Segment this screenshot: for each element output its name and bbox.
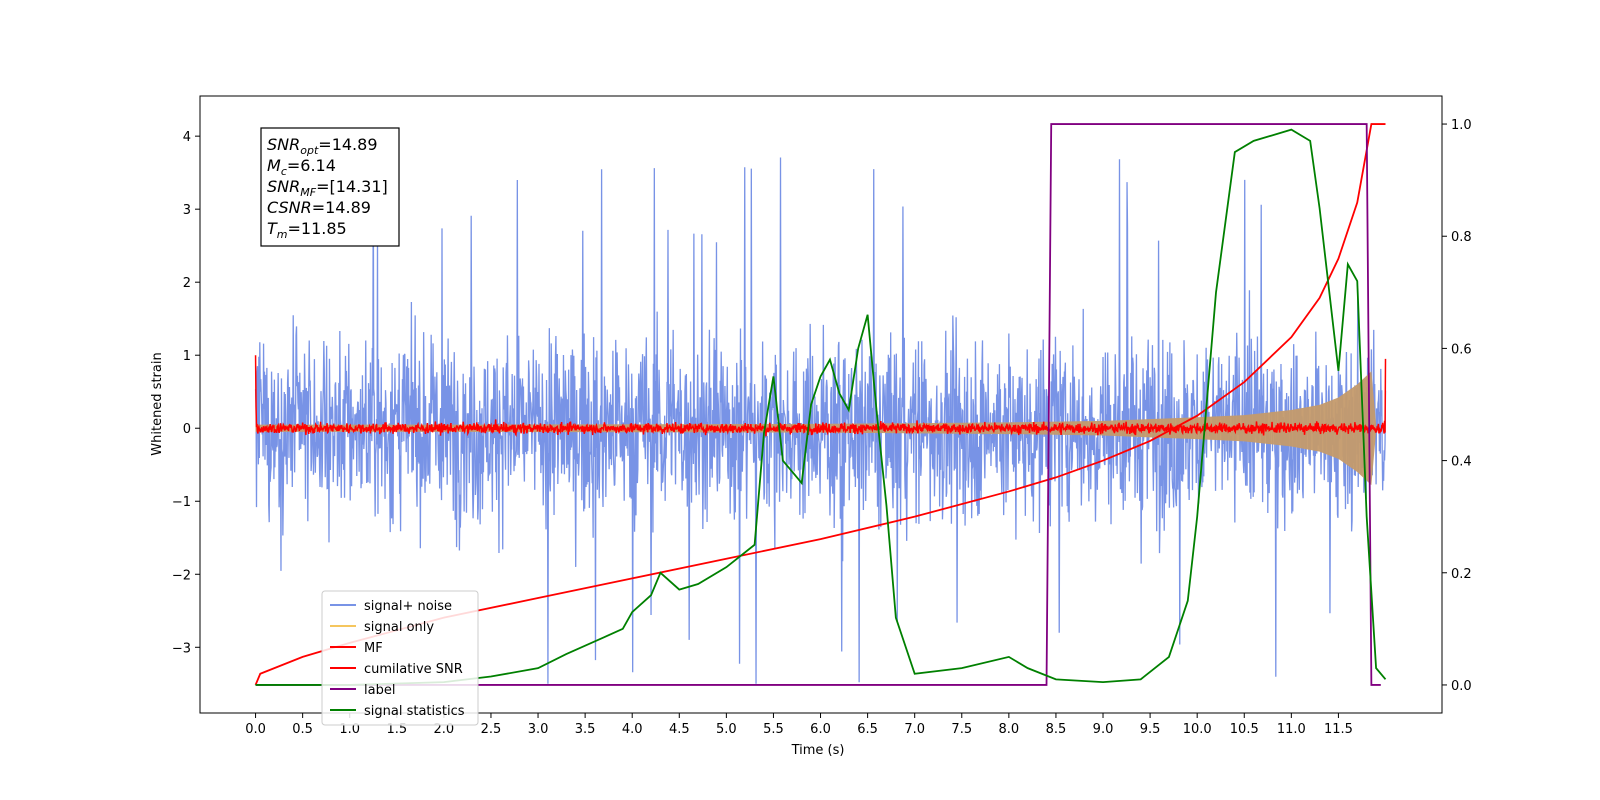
x-tick-label: 7.0	[904, 722, 925, 737]
legend-label: signal+ noise	[364, 599, 452, 614]
y-left-tick-label: 2	[183, 276, 191, 291]
series-mf-line	[254, 355, 1387, 438]
y-left-tick-label: −3	[172, 641, 191, 656]
x-tick-label: 5.0	[716, 722, 737, 737]
info-line-symbol: M	[267, 156, 281, 175]
info-box: SNRopt=14.89Mc=6.14SNRMF=[14.31]CSNR=14.…	[260, 127, 400, 247]
legend: signal+ noise signal only MF cumilative SNR…	[321, 590, 479, 726]
x-tick-label: 0.0	[245, 722, 266, 737]
x-tick-label: 4.5	[669, 722, 690, 737]
y-right-tick-label: 0.4	[1451, 455, 1472, 470]
x-tick-label: 5.5	[763, 722, 784, 737]
info-line-symbol: SNR	[267, 135, 300, 154]
x-tick-label: 9.5	[1140, 722, 1161, 737]
x-tick-label: 8.0	[999, 722, 1020, 737]
x-tick-label: 6.0	[810, 722, 831, 737]
y-left-tick-label: 0	[183, 422, 191, 437]
legend-label: signal statistics	[364, 704, 465, 719]
x-tick-label: 11.0	[1277, 722, 1306, 737]
info-line: SNRMF=[14.31]	[267, 177, 388, 199]
info-line-value: =14.89	[318, 135, 377, 154]
legend-label: label	[364, 683, 395, 698]
info-box-frame	[260, 127, 400, 247]
y-left-tick-label: 1	[183, 349, 191, 364]
info-line-symbol: T	[267, 219, 278, 238]
info-line-subscript: opt	[300, 144, 319, 157]
y-right-tick-label: 0.6	[1451, 342, 1472, 357]
x-tick-label: 3.0	[528, 722, 549, 737]
y-right-tick-label: 0.0	[1451, 679, 1472, 694]
y-left-tick-label: 4	[183, 130, 191, 145]
legend-frame	[321, 590, 479, 726]
legend-label: MF	[364, 641, 383, 656]
info-line-symbol: CSNR	[267, 198, 312, 217]
info-line: Mc=6.14	[267, 156, 336, 178]
y-right-tick-label: 0.8	[1451, 230, 1472, 245]
legend-label: signal only	[364, 620, 434, 635]
y-right-tick-label: 0.2	[1451, 567, 1472, 582]
x-tick-label: 1.5	[386, 722, 407, 737]
x-tick-label: 2.5	[481, 722, 502, 737]
x-axis: 0.0 0.5 1.0 1.5 2.0 2.5 3.0 3.5 4.0 4.5 5.0 5.5 6.0 6…	[245, 713, 1353, 737]
info-line-subscript: c	[281, 165, 287, 178]
info-line-value: =6.14	[287, 156, 336, 175]
info-line-value: =14.89	[312, 198, 371, 217]
x-tick-label: 1.0	[339, 722, 360, 737]
x-axis-title: Time (s)	[791, 743, 845, 758]
x-tick-label: 0.5	[292, 722, 313, 737]
info-line: SNRopt=14.89	[267, 135, 378, 157]
y-left-tick-label: 3	[183, 203, 191, 218]
x-tick-label: 11.5	[1324, 722, 1353, 737]
series-label-line	[255, 123, 1381, 686]
info-line: Tm=11.85	[267, 219, 347, 241]
info-line-value: =[14.31]	[316, 177, 388, 196]
x-tick-label: 2.0	[434, 722, 455, 737]
x-tick-label: 6.5	[857, 722, 878, 737]
x-tick-label: 4.0	[622, 722, 643, 737]
y-axis-title: Whitened strain	[150, 352, 165, 455]
series-signal-statistics-line	[255, 128, 1387, 686]
x-tick-label: 3.5	[575, 722, 596, 737]
y-left-tick-label: −1	[172, 495, 191, 510]
x-tick-label: 10.5	[1230, 722, 1259, 737]
y-left-tick-label: −2	[172, 568, 191, 583]
x-tick-label: 8.5	[1046, 722, 1067, 737]
legend-label: cumilative SNR	[364, 662, 463, 677]
x-tick-label: 7.5	[951, 722, 972, 737]
x-tick-label: 10.0	[1183, 722, 1212, 737]
info-line-subscript: m	[277, 228, 288, 241]
y-axis-right: 0.0 0.2 0.4 0.6 0.8 1.0	[1442, 118, 1472, 694]
info-line: CSNR=14.89	[267, 198, 371, 217]
x-tick-label: 9.0	[1093, 722, 1114, 737]
info-line-value: =11.85	[288, 219, 347, 238]
y-axis-left: −3 −2 −1 0 1 2 3 4	[172, 130, 200, 656]
info-line-symbol: SNR	[267, 177, 300, 196]
y-right-tick-label: 1.0	[1451, 118, 1472, 133]
info-line-subscript: MF	[300, 186, 316, 199]
